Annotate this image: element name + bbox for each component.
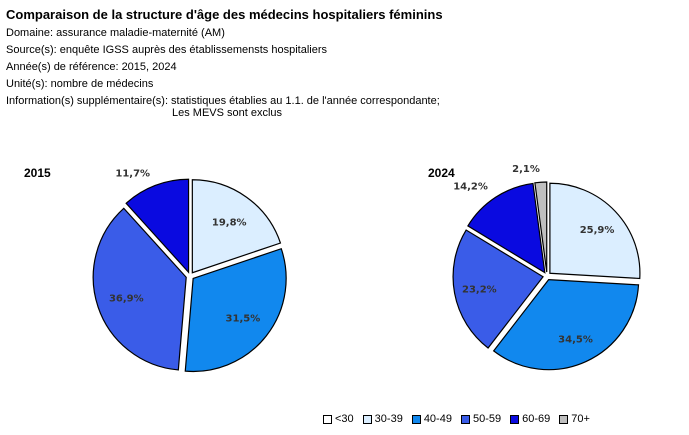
page-title: Comparaison de la structure d'âge des mé… xyxy=(6,7,443,22)
pie-data-label: 31,5% xyxy=(226,313,261,324)
legend-swatch xyxy=(411,414,421,424)
pie-data-label: 34,5% xyxy=(558,335,593,346)
legend-item-under-30: <30 xyxy=(323,413,354,425)
pie-data-label: 19,8% xyxy=(212,217,247,228)
legend-label: 60-69 xyxy=(522,413,551,425)
legend-item-60-69: 60-69 xyxy=(510,413,550,425)
legend-swatch xyxy=(323,414,332,424)
legend-item-30-39: 30-39 xyxy=(362,413,403,425)
legend-swatch xyxy=(362,414,372,424)
info-line: Information(s) supplémentaire(s): statis… xyxy=(6,95,440,107)
pie-data-label: 11,7% xyxy=(115,168,150,179)
pie-data-label: 36,9% xyxy=(109,294,144,305)
pie-2015: 2015 19,8% 31,5% 36,9% 11,7% xyxy=(24,166,287,373)
pie-slice-50-59 xyxy=(452,229,544,349)
unit-line: Unité(s): nombre de médecins xyxy=(6,78,154,90)
pie-data-label: 23,2% xyxy=(462,285,497,296)
legend-label: <30 xyxy=(335,413,354,425)
pie-slice-60-69 xyxy=(467,182,546,274)
source-line: Source(s): enquête IGSS auprès des établ… xyxy=(6,44,327,56)
pie-slice-60-69 xyxy=(125,178,190,274)
legend-item-70-plus: 70+ xyxy=(559,413,590,425)
legend-swatch xyxy=(460,414,470,424)
legend-item-50-59: 50-59 xyxy=(460,413,502,425)
pie-slice-30-39 xyxy=(549,182,641,280)
domain-line: Domaine: assurance maladie-maternité (AM… xyxy=(6,27,225,39)
pie-data-label: 14,2% xyxy=(453,182,488,193)
pie-2024: 2024 25,9% 34,5% 23,2% 14,2% 2,1% xyxy=(428,164,641,371)
pie-title: 2015 xyxy=(24,166,51,180)
legend-swatch xyxy=(559,414,569,424)
legend: <30 30-39 40-49 50-59 60-69 70+ xyxy=(323,413,599,425)
pie-slice-70+ xyxy=(534,181,548,273)
pie-slice-40-49 xyxy=(492,279,640,371)
pie-title: 2024 xyxy=(428,166,455,180)
legend-label: 50-59 xyxy=(472,413,502,425)
pie-data-label: 25,9% xyxy=(580,225,615,236)
pie-data-label: 2,1% xyxy=(512,164,540,175)
reference-years-line: Année(s) de référence: 2015, 2024 xyxy=(6,61,177,73)
legend-swatch xyxy=(510,414,520,424)
info-line-2: Les MEVS sont exclus xyxy=(172,107,283,119)
legend-label: 70+ xyxy=(571,413,590,425)
pie-slice-50-59 xyxy=(92,207,187,371)
pie-slice-30-39 xyxy=(191,179,282,274)
legend-item-40-49: 40-49 xyxy=(411,413,452,425)
legend-label: 40-49 xyxy=(423,413,452,425)
pie-slice-40-49 xyxy=(184,247,287,373)
legend-label: 30-39 xyxy=(374,413,403,425)
